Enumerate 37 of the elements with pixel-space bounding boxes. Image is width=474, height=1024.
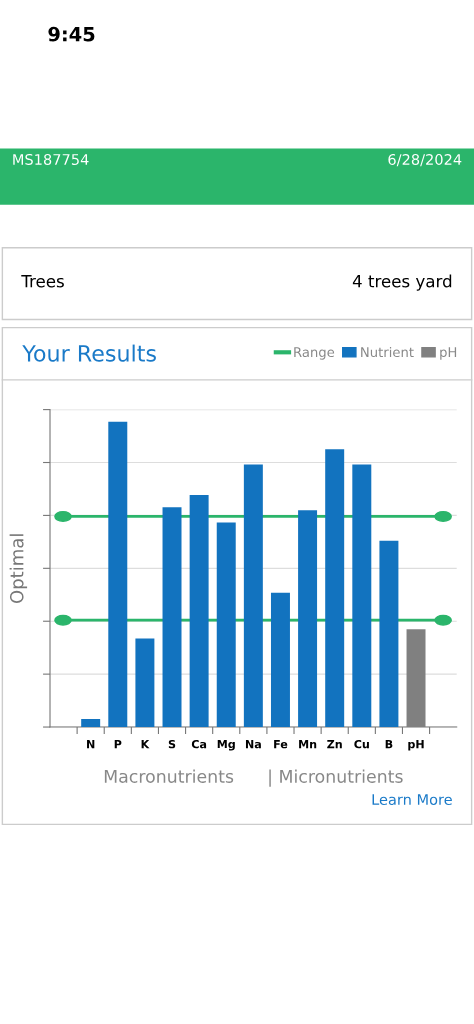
x-tick-label: Cu: [354, 739, 369, 749]
x-tick-label: K: [141, 740, 150, 749]
bar: [352, 464, 372, 728]
text: 6/28/2024: [388, 153, 462, 167]
bar: [162, 507, 182, 728]
x-tick-label: B: [385, 740, 393, 749]
x-tick-label: S: [168, 739, 176, 749]
x-tick-label: N: [87, 740, 95, 749]
bar: [298, 510, 318, 728]
bar: [243, 464, 263, 728]
legend-label: Nutrient: [361, 346, 414, 358]
y-axis-title: Optimal: [9, 534, 28, 604]
text: 4 trees yard: [352, 274, 452, 291]
bar: [325, 449, 345, 728]
x-tick-label: Zn: [327, 740, 342, 749]
bar: [81, 719, 101, 728]
text: Learn More: [372, 794, 452, 805]
bar: [189, 495, 209, 728]
x-tick-label: pH: [408, 740, 424, 751]
x-tick-label: Mg: [217, 739, 235, 751]
legend-label: Range: [294, 347, 335, 360]
x-axis-title: Macronutrients | Micronutrients: [104, 769, 403, 787]
bar: [379, 540, 399, 728]
bar: [135, 638, 155, 728]
chart-title: Your Results: [22, 344, 156, 362]
x-tick-label: Mn: [299, 740, 317, 749]
text: MS187754: [13, 153, 89, 165]
legend-label: pH: [440, 347, 457, 360]
x-tick-label: Fe: [274, 740, 288, 749]
bar: [270, 592, 290, 728]
bar: [216, 522, 236, 728]
x-tick-label: Ca: [191, 739, 207, 749]
text: Trees: [21, 275, 64, 288]
x-tick-label: P: [114, 740, 122, 749]
text: 9:45: [48, 26, 95, 42]
x-tick-label: Na: [245, 740, 261, 749]
bar: [108, 421, 128, 728]
